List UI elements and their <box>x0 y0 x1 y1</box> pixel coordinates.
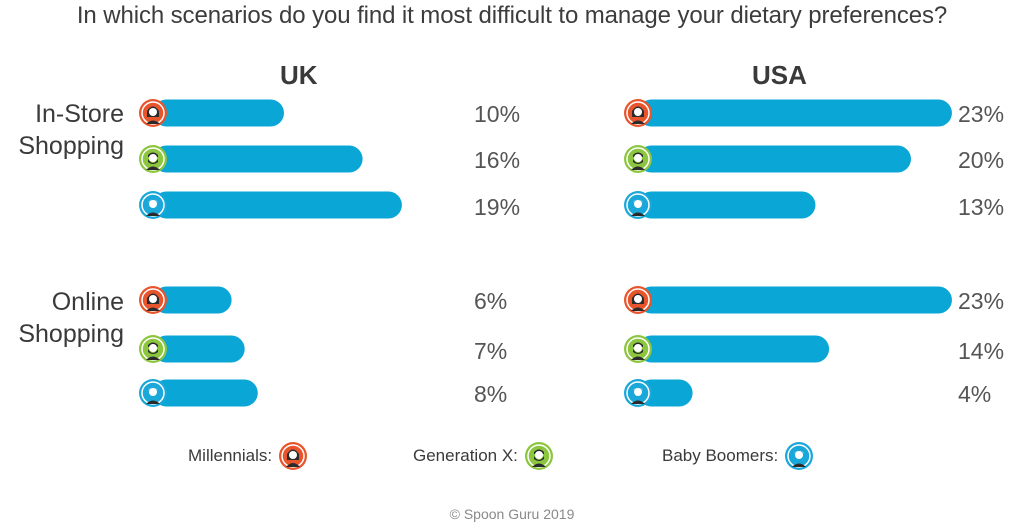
baby-boomer-icon <box>139 379 167 407</box>
generation-x-icon <box>624 335 652 363</box>
baby-boomer-icon <box>785 442 814 470</box>
millennial-icon <box>139 286 167 314</box>
bar-usa-online-baby-boomers <box>638 379 693 407</box>
generation-x-icon <box>624 145 652 173</box>
data-label-usa-instore-genx: 20% <box>958 147 1005 173</box>
bar-uk-instore-millennials <box>153 99 284 127</box>
bar-uk-online-generation-x <box>153 335 245 363</box>
generation-x-icon <box>524 442 553 470</box>
chart-title: In which scenarios do you find it most d… <box>76 2 948 29</box>
bar-usa-online-millennials <box>638 286 952 314</box>
legend-label: Baby Boomers: <box>662 446 779 465</box>
copyright-footer: © Spoon Guru 2019 <box>449 506 575 522</box>
legend-label: Millennials: <box>188 446 273 465</box>
bar-usa-instore-millennials <box>638 99 952 127</box>
data-label-uk-instore-genx: 16% <box>474 147 521 173</box>
group-label-line: Online <box>51 288 124 316</box>
baby-boomer-icon <box>139 191 167 219</box>
bar-usa-online-generation-x <box>638 335 830 363</box>
panel-title-usa: USA <box>752 60 807 90</box>
baby-boomer-icon <box>624 191 652 219</box>
legend-generation-x: Generation X: <box>413 441 554 471</box>
bar-uk-online-baby-boomers <box>153 379 258 407</box>
bar-uk-instore-generation-x <box>153 145 363 173</box>
data-label-uk-instore-millennials: 10% <box>474 101 521 127</box>
millennial-icon <box>624 286 652 314</box>
millennial-icon <box>279 442 308 470</box>
data-label-usa-online-millennials: 23% <box>958 288 1005 314</box>
data-label-usa-instore-boomers: 13% <box>958 194 1005 220</box>
data-label-usa-online-genx: 14% <box>958 338 1005 364</box>
group-label-online: Online Shopping <box>6 286 124 350</box>
data-label-uk-online-genx: 7% <box>474 338 508 364</box>
data-label-usa-online-boomers: 4% <box>958 381 992 407</box>
panel-title-uk: UK <box>280 60 318 90</box>
group-label-line: Shopping <box>18 320 124 348</box>
group-label-in-store: In-Store Shopping <box>6 98 124 162</box>
group-label-line: Shopping <box>18 132 124 160</box>
data-label-uk-online-boomers: 8% <box>474 381 508 407</box>
generation-x-icon <box>139 145 167 173</box>
millennial-icon <box>624 99 652 127</box>
data-label-usa-instore-millennials: 23% <box>958 101 1005 127</box>
bar-uk-instore-baby-boomers <box>153 191 402 219</box>
baby-boomer-icon <box>624 379 652 407</box>
group-label-line: In-Store <box>35 100 124 128</box>
data-label-uk-online-millennials: 6% <box>474 288 508 314</box>
legend-baby-boomers: Baby Boomers: <box>662 441 814 471</box>
bar-usa-instore-generation-x <box>638 145 911 173</box>
legend-label: Generation X: <box>413 446 518 465</box>
data-label-uk-instore-boomers: 19% <box>474 194 521 220</box>
millennial-icon <box>139 99 167 127</box>
generation-x-icon <box>139 335 167 363</box>
bar-usa-instore-baby-boomers <box>638 191 816 219</box>
bar-uk-online-millennials <box>153 286 232 314</box>
legend-millennials: Millennials: <box>188 441 308 471</box>
